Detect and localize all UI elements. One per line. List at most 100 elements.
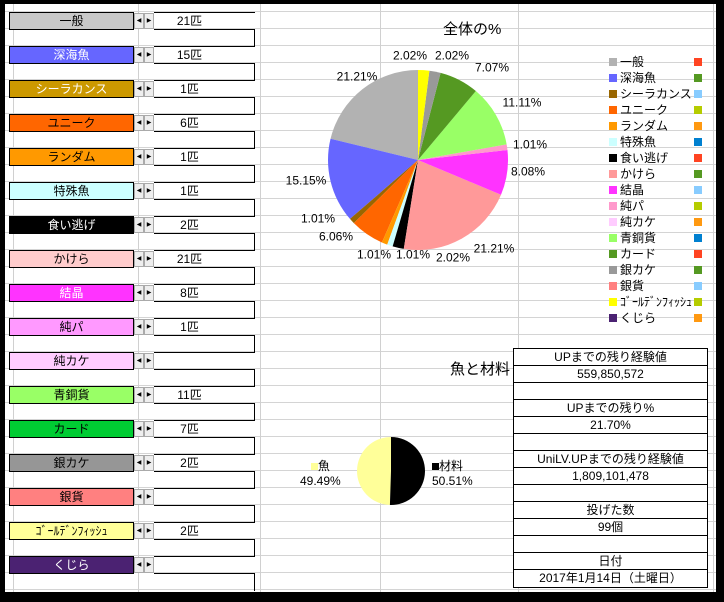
increment-arrow-icon[interactable]: ▶ [144,115,154,131]
count-spinner[interactable]: ◀ ▶ [134,353,154,369]
increment-arrow-icon[interactable]: ▶ [144,81,154,97]
legend-label: ランダム [620,119,669,133]
legend-swatch [609,266,617,274]
legend-swatch [609,234,617,242]
count-spinner[interactable]: ◀ ▶ [134,523,154,539]
increment-arrow-icon[interactable]: ▶ [144,217,154,233]
decrement-arrow-icon[interactable]: ◀ [134,81,144,97]
increment-arrow-icon[interactable]: ▶ [144,47,154,63]
legend-item: 材料 50.51% [432,457,473,488]
decrement-arrow-icon[interactable]: ◀ [134,217,144,233]
count-spinner[interactable]: ◀ ▶ [134,115,154,131]
increment-arrow-icon[interactable]: ▶ [144,421,154,437]
increment-arrow-icon[interactable]: ▶ [144,183,154,199]
legend-marker [694,58,702,66]
fish-count: 1匹 [154,182,255,200]
fish-count: 1匹 [154,318,255,336]
legend-swatch [310,463,318,470]
data-label: 21.21% [336,69,378,84]
legend-item: 食い逃げ [609,150,668,166]
fish-count: 7匹 [154,420,255,438]
fish-row: くじら ◀ ▶ [9,556,255,574]
decrement-arrow-icon[interactable]: ◀ [134,285,144,301]
data-label: 21.21% [473,241,515,256]
count-spinner[interactable]: ◀ ▶ [134,319,154,335]
increment-arrow-icon[interactable]: ▶ [144,353,154,369]
data-label: 11.11% [502,95,542,110]
decrement-arrow-icon[interactable]: ◀ [134,47,144,63]
decrement-arrow-icon[interactable]: ◀ [134,319,144,335]
decrement-arrow-icon[interactable]: ◀ [134,455,144,471]
pie-slice [418,91,507,160]
decrement-arrow-icon[interactable]: ◀ [134,13,144,29]
legend-item: かけら [609,166,656,182]
data-label: 8.08% [510,164,546,179]
decrement-arrow-icon[interactable]: ◀ [134,523,144,539]
count-spinner[interactable]: ◀ ▶ [134,47,154,63]
fish-row: 純パ ◀ ▶ 1匹 [9,318,255,336]
decrement-arrow-icon[interactable]: ◀ [134,183,144,199]
count-spinner[interactable]: ◀ ▶ [134,285,154,301]
increment-arrow-icon[interactable]: ▶ [144,13,154,29]
increment-arrow-icon[interactable]: ▶ [144,387,154,403]
increment-arrow-icon[interactable]: ▶ [144,251,154,267]
fish-label: 純パ [9,318,134,336]
decrement-arrow-icon[interactable]: ◀ [134,115,144,131]
decrement-arrow-icon[interactable]: ◀ [134,489,144,505]
increment-arrow-icon[interactable]: ▶ [144,149,154,165]
legend-swatch [609,106,617,114]
data-label: 1.01% [300,211,336,226]
count-spinner[interactable]: ◀ ▶ [134,13,154,29]
count-spinner[interactable]: ◀ ▶ [134,149,154,165]
decrement-arrow-icon[interactable]: ◀ [134,387,144,403]
legend-swatch [609,122,617,130]
legend-label: 材料 [439,459,464,473]
legend-swatch [609,314,617,322]
pie-slice [418,144,508,160]
fish-row: カード ◀ ▶ 7匹 [9,420,255,438]
count-spinner[interactable]: ◀ ▶ [134,455,154,471]
increment-arrow-icon[interactable]: ▶ [144,523,154,539]
legend-marker [694,298,702,306]
legend-marker [694,138,702,146]
decrement-arrow-icon[interactable]: ◀ [134,353,144,369]
increment-arrow-icon[interactable]: ▶ [144,319,154,335]
grid-line [518,4,519,592]
count-spinner[interactable]: ◀ ▶ [134,489,154,505]
decrement-arrow-icon[interactable]: ◀ [134,251,144,267]
count-spinner[interactable]: ◀ ▶ [134,81,154,97]
decrement-arrow-icon[interactable]: ◀ [134,421,144,437]
legend-item: 特殊魚 [609,134,656,150]
legend-label: 純カケ [620,215,657,229]
decrement-arrow-icon[interactable]: ◀ [134,149,144,165]
pie-slice [381,160,418,245]
pie-slice [357,437,391,505]
legend-label: 銀貨 [620,279,645,293]
count-spinner[interactable]: ◀ ▶ [134,387,154,403]
pie-slice [353,160,418,243]
legend-label: 深海魚 [620,71,657,85]
count-spinner[interactable]: ◀ ▶ [134,183,154,199]
decrement-arrow-icon[interactable]: ◀ [134,557,144,573]
legend-marker [694,170,702,178]
fish-row: 食い逃げ ◀ ▶ 2匹 [9,216,255,234]
legend-swatch [432,463,439,470]
count-spinner[interactable]: ◀ ▶ [134,217,154,233]
count-spinner[interactable]: ◀ ▶ [134,421,154,437]
legend-swatch [609,282,617,290]
legend-item: 銀貨 [609,278,644,294]
blank-cell [9,98,255,115]
increment-arrow-icon[interactable]: ▶ [144,489,154,505]
blank-cell [9,574,255,591]
fish-row: 深海魚 ◀ ▶ 15匹 [9,46,255,64]
legend-marker [694,90,702,98]
increment-arrow-icon[interactable]: ▶ [144,285,154,301]
fish-count [154,556,255,574]
pie-slice [328,138,418,219]
count-spinner[interactable]: ◀ ▶ [134,557,154,573]
legend-swatch [609,58,617,66]
count-spinner[interactable]: ◀ ▶ [134,251,154,267]
legend-swatch [609,250,617,258]
increment-arrow-icon[interactable]: ▶ [144,455,154,471]
increment-arrow-icon[interactable]: ▶ [144,557,154,573]
